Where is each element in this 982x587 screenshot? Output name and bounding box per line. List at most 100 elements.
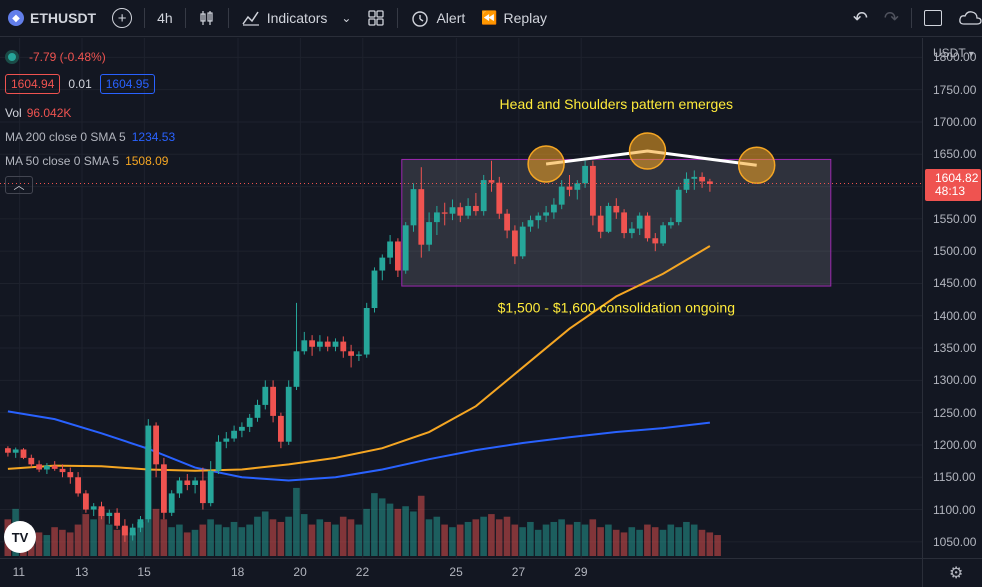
price-tick-label: 1100.00 [933,502,976,517]
compare-symbol-button[interactable]: + [104,0,140,37]
chevron-up-icon: ︿ [5,176,33,194]
buy-price-button[interactable]: 1604.95 [99,74,156,94]
volume-bar [706,532,714,556]
candle-body [418,189,425,245]
volume-bar [98,508,105,556]
undo-button[interactable]: ↶ [845,0,876,37]
candle-body [488,180,495,183]
volume-bar [550,521,558,556]
volume-bar [573,521,581,556]
symbol-label: ETHUSDT [30,10,97,26]
volume-bar [246,524,253,556]
volume-bar [371,493,378,556]
volume-bar [378,498,386,556]
price-tick-label: 1350.00 [933,341,977,356]
candle-body [566,186,573,190]
ma50-legend[interactable]: MA 50 close 0 SMA 5 1508.09 [5,154,168,168]
volume-bar [74,524,82,556]
cloud-save-button[interactable] [950,0,982,37]
volume-bar [66,532,74,556]
candle-body [410,189,417,226]
volume-bar [207,519,214,556]
candle-body [621,212,627,234]
moving-averages [7,245,711,482]
volume-bar [542,524,550,556]
candle-body [551,204,557,213]
alert-button[interactable]: Alert [402,0,473,37]
candle-body [90,506,97,510]
volume-bar [472,519,480,556]
volume-bar [59,529,66,556]
candle-body [285,386,292,442]
volume-bar [417,495,425,556]
volume-bar [675,527,682,556]
candle-body [75,477,81,494]
layouts-button[interactable] [359,0,393,37]
volume-bar [628,527,636,556]
time-tick-label: 20 [293,565,307,579]
volume-bar [425,519,433,556]
volume-bar [503,516,511,556]
candle-body [449,207,456,214]
indicators-label: Indicators [266,10,328,26]
candle-body [332,341,339,347]
timeframe-selector[interactable]: 4h [149,0,181,37]
collapse-legend-button[interactable]: ︿ [5,176,33,194]
price-chart[interactable]: Head and Shoulders pattern emerges $1,50… [0,38,922,558]
candle-body [434,212,440,223]
volume-bar [636,529,643,556]
candle-body [184,480,191,486]
time-axis[interactable]: 11 13 15 18 20 22 25 27 29 [0,558,922,587]
candle-body [246,417,253,427]
candle-body [340,341,347,352]
chart-type-button[interactable] [190,0,224,37]
candle-body [51,465,58,469]
shoulder-circle [737,146,776,185]
candle-body [215,441,222,471]
time-tick-label: 29 [574,565,588,579]
volume-bar [464,521,472,556]
range-annotation: $1,500 - $1,600 consolidation ongoing [498,300,735,316]
volume-bar [183,532,191,556]
status-dot-icon [5,50,19,64]
tradingview-logo: TV [4,521,36,553]
volume-bar [230,521,238,556]
price-tick-label: 1800.00 [933,50,977,65]
candle-body [558,186,565,205]
fullscreen-button[interactable] [916,0,950,37]
redo-button[interactable]: ↷ [876,0,907,37]
candle-body [683,178,690,190]
candle-body [262,386,269,405]
indicators-button[interactable]: Indicators ⌄ [233,0,360,37]
undo-icon: ↶ [852,7,868,28]
candle-body [324,341,331,347]
axis-settings-button[interactable]: ⚙ [922,558,982,587]
candle-body [590,165,596,216]
volume-bar [558,519,565,556]
candle-body [668,222,674,226]
time-tick-label: 25 [449,565,463,579]
symbol-selector[interactable]: ◆ ETHUSDT [0,0,104,37]
volume-bar [51,527,58,556]
price-tick-label: 1500.00 [933,244,977,259]
volume-bar [199,524,207,556]
candle-body [83,493,89,510]
volume-bar [43,535,51,556]
candle-countdown: 48:13 [935,184,966,199]
candle-body [480,180,487,212]
volume-legend[interactable]: Vol 96.042K [5,106,71,120]
price-axis[interactable]: USDT ▾ 1800.001750.001700.001650.001600.… [922,38,982,558]
volume-bar [394,508,402,556]
currency-selector[interactable]: USDT ▾ [933,46,974,60]
sell-price-button[interactable]: 1604.94 [5,74,61,94]
replay-button[interactable]: ⏪ Replay [473,0,555,37]
candle-body [153,425,159,465]
candle-body [278,415,284,442]
volume-bar [285,516,292,556]
ma200-legend[interactable]: MA 200 close 0 SMA 5 1234.53 [5,130,175,144]
timeframe-label: 4h [157,10,173,26]
candle-body [67,472,74,478]
candle-body [145,425,152,520]
chevron-down-icon: ▾ [968,49,974,60]
candle-body [527,220,534,227]
